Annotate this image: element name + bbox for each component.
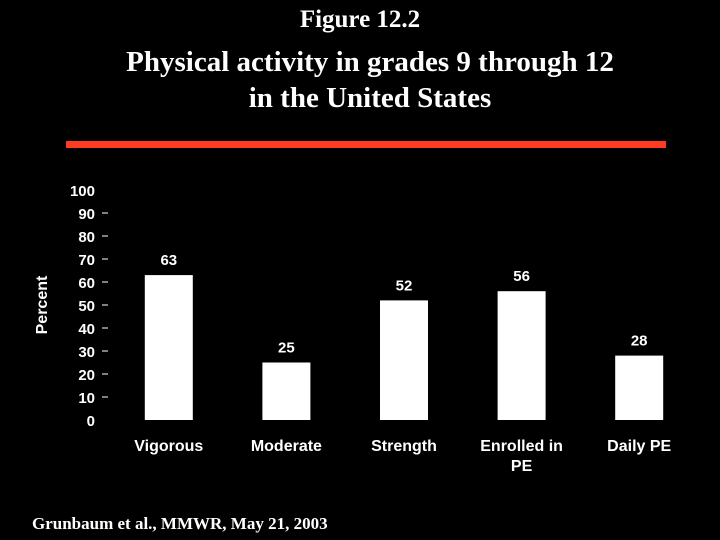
y-tick-label: 10 [78, 390, 95, 407]
y-tick-label: 80 [78, 229, 95, 246]
y-tick-label: 40 [78, 321, 95, 338]
x-category-label: Strength [371, 438, 437, 455]
title-line-2: in the United States [248, 82, 492, 114]
data-label: 63 [160, 252, 177, 269]
y-tick-label: 30 [78, 344, 95, 361]
x-category-label: PE [511, 458, 533, 475]
y-tick-label: 90 [78, 206, 95, 223]
bar [144, 275, 193, 420]
x-category-label: Moderate [251, 438, 322, 455]
y-tick-label: 0 [87, 413, 95, 430]
data-label: 25 [278, 340, 295, 357]
x-category-label: Enrolled in [480, 438, 563, 455]
title-line-1: Physical activity in grades 9 through 12 [126, 46, 614, 78]
data-label: 52 [396, 277, 413, 294]
chart-title: Physical activity in grades 9 through 12… [0, 44, 720, 116]
bar [380, 300, 428, 420]
y-tick-label: 70 [78, 252, 95, 269]
x-category-label: Daily PE [607, 438, 671, 455]
bar [262, 362, 311, 420]
x-category-label: Vigorous [134, 438, 203, 455]
y-tick-label: 100 [70, 183, 95, 200]
y-tick-label: 50 [78, 298, 95, 315]
bar [615, 355, 664, 420]
bar [497, 291, 546, 420]
y-tick-label: 20 [78, 367, 95, 384]
title-divider [66, 141, 666, 148]
citation: Grunbaum et al., MMWR, May 21, 2003 [32, 514, 328, 533]
figure-label: Figure 12.2 [299, 6, 421, 33]
data-label: 28 [631, 333, 648, 350]
data-label: 56 [513, 268, 530, 285]
y-tick-label: 60 [78, 275, 95, 292]
y-axis-label: Percent [34, 275, 51, 334]
